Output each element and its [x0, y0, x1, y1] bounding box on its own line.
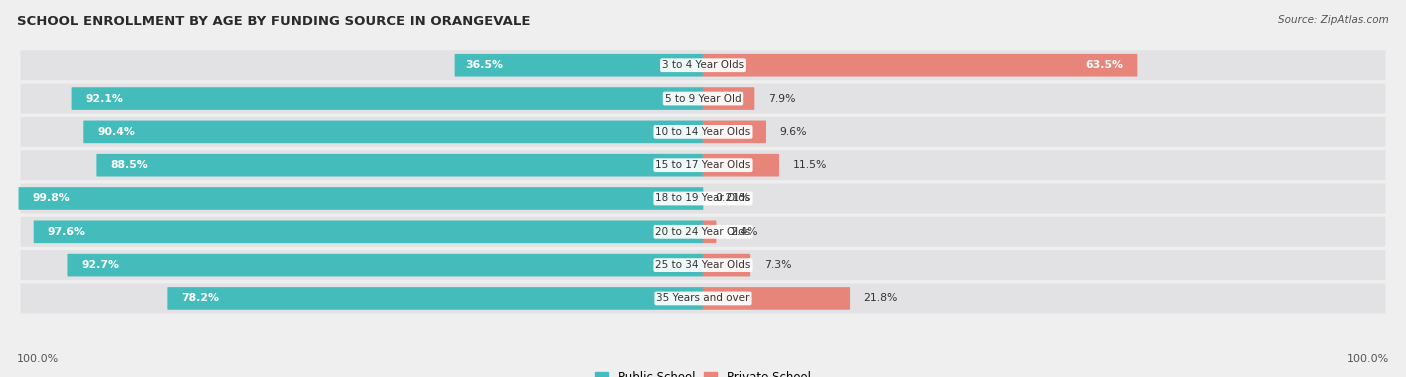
Text: 21.8%: 21.8% — [863, 293, 898, 303]
Text: 78.2%: 78.2% — [181, 293, 219, 303]
Text: 5 to 9 Year Old: 5 to 9 Year Old — [665, 93, 741, 104]
FancyBboxPatch shape — [83, 121, 703, 143]
Text: 35 Years and over: 35 Years and over — [657, 293, 749, 303]
Text: 2.4%: 2.4% — [730, 227, 758, 237]
Text: Source: ZipAtlas.com: Source: ZipAtlas.com — [1278, 15, 1389, 25]
Text: 0.21%: 0.21% — [714, 193, 749, 204]
FancyBboxPatch shape — [21, 117, 1385, 147]
Legend: Public School, Private School: Public School, Private School — [591, 366, 815, 377]
FancyBboxPatch shape — [167, 287, 703, 310]
Text: 7.3%: 7.3% — [763, 260, 792, 270]
Text: 25 to 34 Year Olds: 25 to 34 Year Olds — [655, 260, 751, 270]
FancyBboxPatch shape — [703, 54, 1137, 77]
Text: SCHOOL ENROLLMENT BY AGE BY FUNDING SOURCE IN ORANGEVALE: SCHOOL ENROLLMENT BY AGE BY FUNDING SOUR… — [17, 15, 530, 28]
FancyBboxPatch shape — [21, 84, 1385, 113]
FancyBboxPatch shape — [67, 254, 703, 276]
FancyBboxPatch shape — [72, 87, 703, 110]
FancyBboxPatch shape — [21, 50, 1385, 80]
FancyBboxPatch shape — [18, 187, 703, 210]
FancyBboxPatch shape — [703, 221, 717, 243]
Text: 63.5%: 63.5% — [1085, 60, 1123, 70]
Text: 11.5%: 11.5% — [793, 160, 827, 170]
FancyBboxPatch shape — [21, 284, 1385, 313]
Text: 92.7%: 92.7% — [82, 260, 120, 270]
Text: 97.6%: 97.6% — [48, 227, 86, 237]
Text: 15 to 17 Year Olds: 15 to 17 Year Olds — [655, 160, 751, 170]
Text: 36.5%: 36.5% — [465, 60, 503, 70]
FancyBboxPatch shape — [34, 221, 703, 243]
FancyBboxPatch shape — [703, 121, 766, 143]
FancyBboxPatch shape — [454, 54, 703, 77]
Text: 99.8%: 99.8% — [32, 193, 70, 204]
Text: 90.4%: 90.4% — [97, 127, 135, 137]
Text: 92.1%: 92.1% — [86, 93, 124, 104]
Text: 7.9%: 7.9% — [768, 93, 796, 104]
Text: 100.0%: 100.0% — [17, 354, 59, 364]
Text: 9.6%: 9.6% — [779, 127, 807, 137]
Text: 3 to 4 Year Olds: 3 to 4 Year Olds — [662, 60, 744, 70]
FancyBboxPatch shape — [703, 287, 851, 310]
FancyBboxPatch shape — [97, 154, 703, 176]
Text: 18 to 19 Year Olds: 18 to 19 Year Olds — [655, 193, 751, 204]
FancyBboxPatch shape — [21, 150, 1385, 180]
FancyBboxPatch shape — [21, 184, 1385, 213]
Text: 100.0%: 100.0% — [1347, 354, 1389, 364]
Text: 10 to 14 Year Olds: 10 to 14 Year Olds — [655, 127, 751, 137]
Text: 20 to 24 Year Olds: 20 to 24 Year Olds — [655, 227, 751, 237]
Text: 88.5%: 88.5% — [111, 160, 148, 170]
FancyBboxPatch shape — [703, 154, 779, 176]
FancyBboxPatch shape — [703, 254, 751, 276]
FancyBboxPatch shape — [21, 217, 1385, 247]
FancyBboxPatch shape — [703, 87, 755, 110]
FancyBboxPatch shape — [21, 250, 1385, 280]
